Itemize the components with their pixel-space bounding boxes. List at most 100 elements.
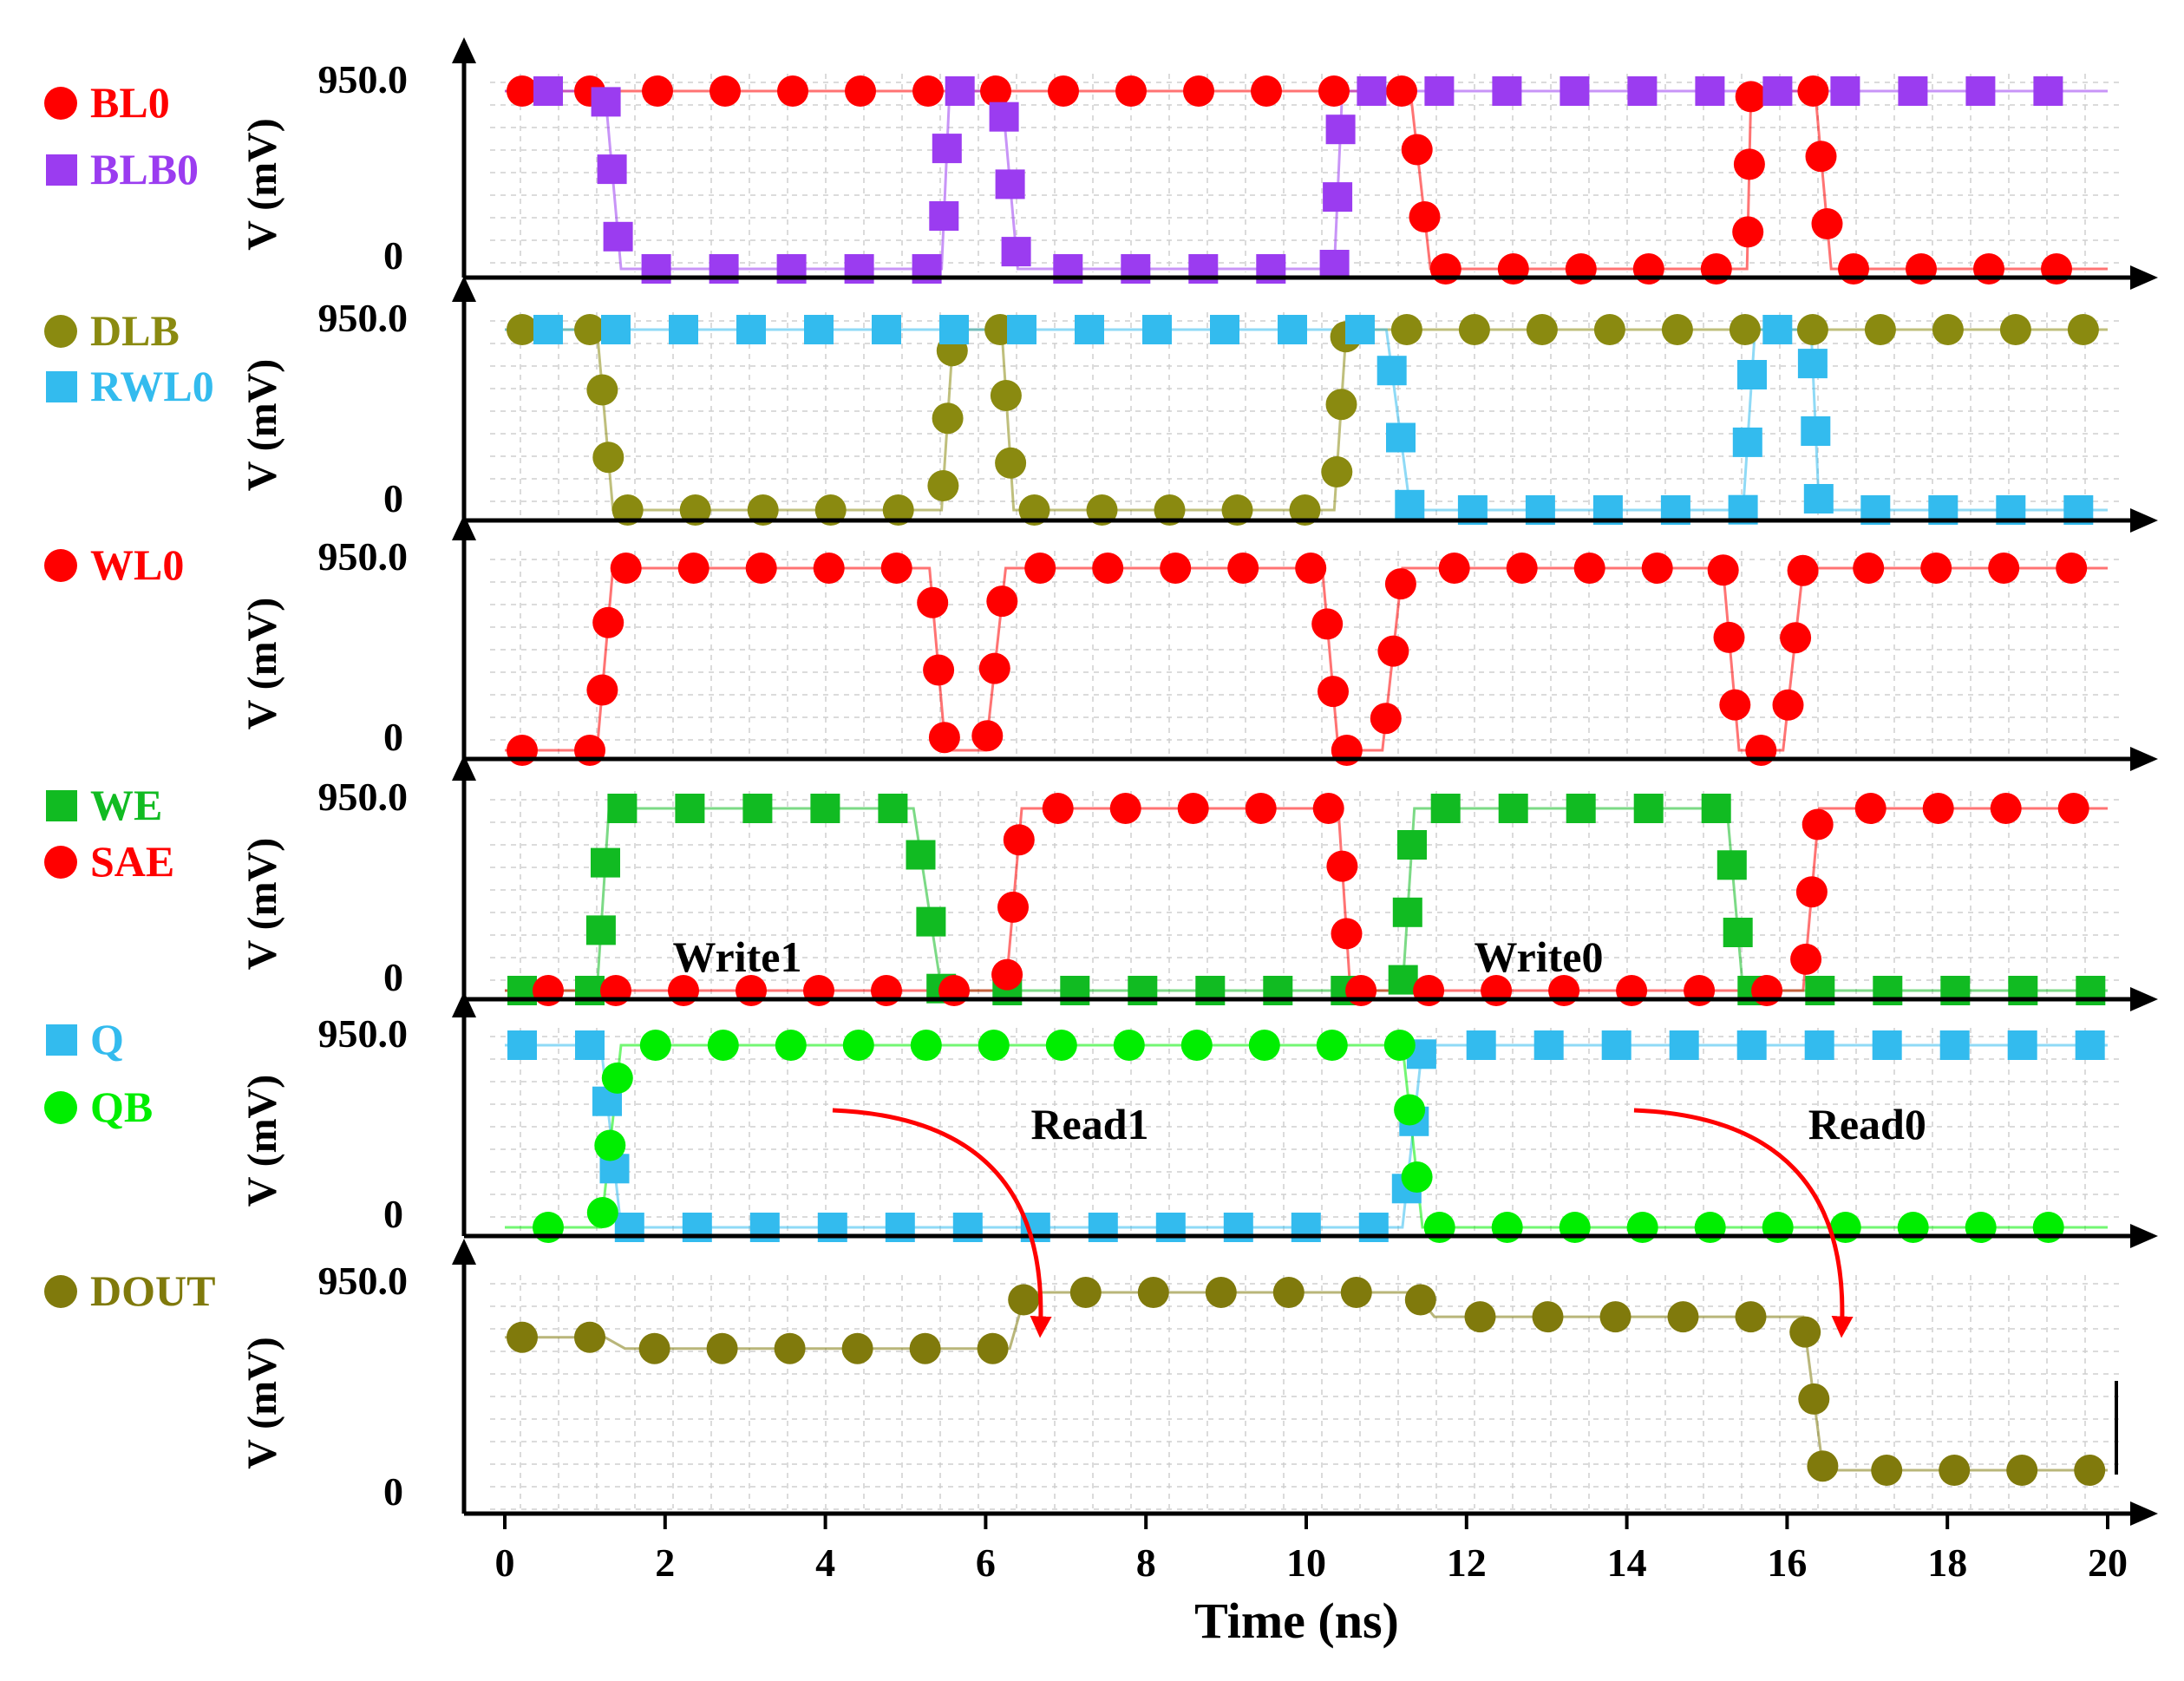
marker-bl0 — [1429, 253, 1461, 285]
marker-we — [1566, 794, 1596, 823]
marker-sae — [1990, 793, 2022, 824]
marker-wl0 — [1920, 553, 1952, 584]
marker-dlb — [814, 494, 847, 526]
marker-blb0 — [1319, 250, 1350, 279]
marker-bl0 — [777, 75, 808, 107]
marker-qb — [1897, 1212, 1929, 1243]
marker-sae — [1413, 975, 1445, 1006]
marker-qb — [2032, 1212, 2064, 1243]
marker-blb0 — [603, 221, 633, 252]
marker-we — [916, 906, 946, 937]
annotation-write0: Write0 — [1474, 932, 1603, 981]
marker-qb — [594, 1129, 626, 1161]
marker-qb — [601, 1062, 633, 1094]
marker-sae — [938, 975, 970, 1006]
legend-layer: BL0 BLB0 DLB RWL0 WL0 WE SAE Q QB DOUT — [44, 78, 215, 1315]
marker-dlb — [1018, 494, 1050, 526]
marker-wl0 — [586, 674, 618, 706]
marker-bl0 — [507, 75, 538, 107]
marker-wl0 — [1377, 635, 1409, 667]
marker-q — [1466, 1030, 1496, 1060]
marker-we — [1498, 794, 1528, 823]
marker-qb — [1491, 1212, 1523, 1243]
y-axis-arrow — [452, 514, 476, 540]
y-tick-label: 950.0 — [318, 57, 409, 101]
y-axis-arrow — [452, 991, 476, 1017]
y-tick-label: 0 — [383, 1192, 403, 1236]
marker-dlb — [1390, 314, 1422, 345]
marker-q — [1872, 1030, 1902, 1060]
marker-qb — [639, 1030, 671, 1061]
marker-wl0 — [507, 735, 538, 766]
marker-q — [2007, 1030, 2037, 1060]
marker-sae — [1177, 793, 1209, 824]
marker-rwl0 — [1737, 360, 1767, 389]
marker-qb — [1113, 1030, 1145, 1061]
marker-dlb — [1729, 314, 1761, 345]
marker-wl0 — [1853, 553, 1885, 584]
x-tick-label: 20 — [2088, 1540, 2128, 1585]
series-line-bl0 — [505, 89, 2108, 271]
marker-bl0 — [845, 75, 876, 107]
marker-rwl0 — [1762, 315, 1793, 344]
marker-q — [1804, 1030, 1834, 1060]
y-tick-label: 950.0 — [318, 1259, 409, 1303]
x-axis-arrow — [2130, 747, 2158, 771]
marker-wl0 — [610, 553, 642, 584]
x-tick-label: 12 — [1447, 1540, 1487, 1585]
marker-blb0 — [533, 76, 563, 106]
marker-rwl0 — [1803, 484, 1834, 513]
marker-sae — [1854, 793, 1886, 824]
marker-blb0 — [2033, 76, 2063, 106]
series-line-we — [505, 807, 2108, 992]
marker-wl0 — [1438, 553, 1470, 584]
marker-bl0 — [1838, 253, 1869, 285]
marker-bl0 — [1565, 253, 1597, 285]
marker-blb0 — [1830, 76, 1860, 106]
marker-qb — [1383, 1030, 1416, 1061]
marker-we — [906, 840, 936, 870]
marker-wl0 — [880, 553, 912, 584]
marker-rwl0 — [1732, 427, 1762, 457]
legend-label: WL0 — [90, 540, 184, 589]
marker-dlb — [611, 494, 644, 526]
marker-rwl0 — [1075, 315, 1104, 344]
marker-we — [810, 794, 840, 823]
marker-dlb — [1325, 389, 1357, 421]
y-tick-label: 950.0 — [318, 775, 409, 819]
marker-qb — [1965, 1212, 1997, 1243]
x-tick-label: 10 — [1286, 1540, 1326, 1585]
marker-bl0 — [1386, 75, 1417, 107]
marker-we — [1397, 830, 1427, 860]
marker-dout — [1789, 1316, 1821, 1348]
marker-dout — [1735, 1301, 1767, 1333]
y-tick-label: 0 — [383, 955, 403, 999]
marker-dlb — [1864, 314, 1896, 345]
marker-blb0 — [1560, 76, 1590, 106]
marker-blb0 — [945, 76, 975, 106]
marker-blb0 — [591, 87, 621, 117]
x-tick-label: 18 — [1927, 1540, 1967, 1585]
marker-wl0 — [1713, 621, 1745, 653]
marker-bl0 — [1497, 253, 1529, 285]
legend-marker — [46, 154, 77, 186]
marker-q — [1736, 1030, 1767, 1060]
red-curved-arrow — [1633, 1108, 1854, 1338]
marker-qb — [1045, 1030, 1077, 1061]
marker-dlb — [2067, 314, 2099, 345]
marker-qb — [1180, 1030, 1213, 1061]
marker-blb0 — [929, 201, 959, 231]
y-tick-label: 0 — [383, 476, 403, 520]
marker-dlb — [1932, 314, 1964, 345]
y-tick-label: 0 — [383, 715, 403, 759]
marker-rwl0 — [736, 315, 766, 344]
marker-layer — [507, 75, 2106, 1486]
y-axis-label: V (mV) — [239, 598, 285, 729]
marker-dlb — [747, 494, 779, 526]
marker-sae — [533, 975, 564, 1006]
series-line-blb0 — [505, 89, 2108, 271]
y-tick-label: 0 — [383, 1469, 403, 1514]
legend-label: BL0 — [90, 78, 170, 127]
x-tick-label: 14 — [1607, 1540, 1647, 1585]
x-tick-label: 0 — [495, 1540, 515, 1585]
